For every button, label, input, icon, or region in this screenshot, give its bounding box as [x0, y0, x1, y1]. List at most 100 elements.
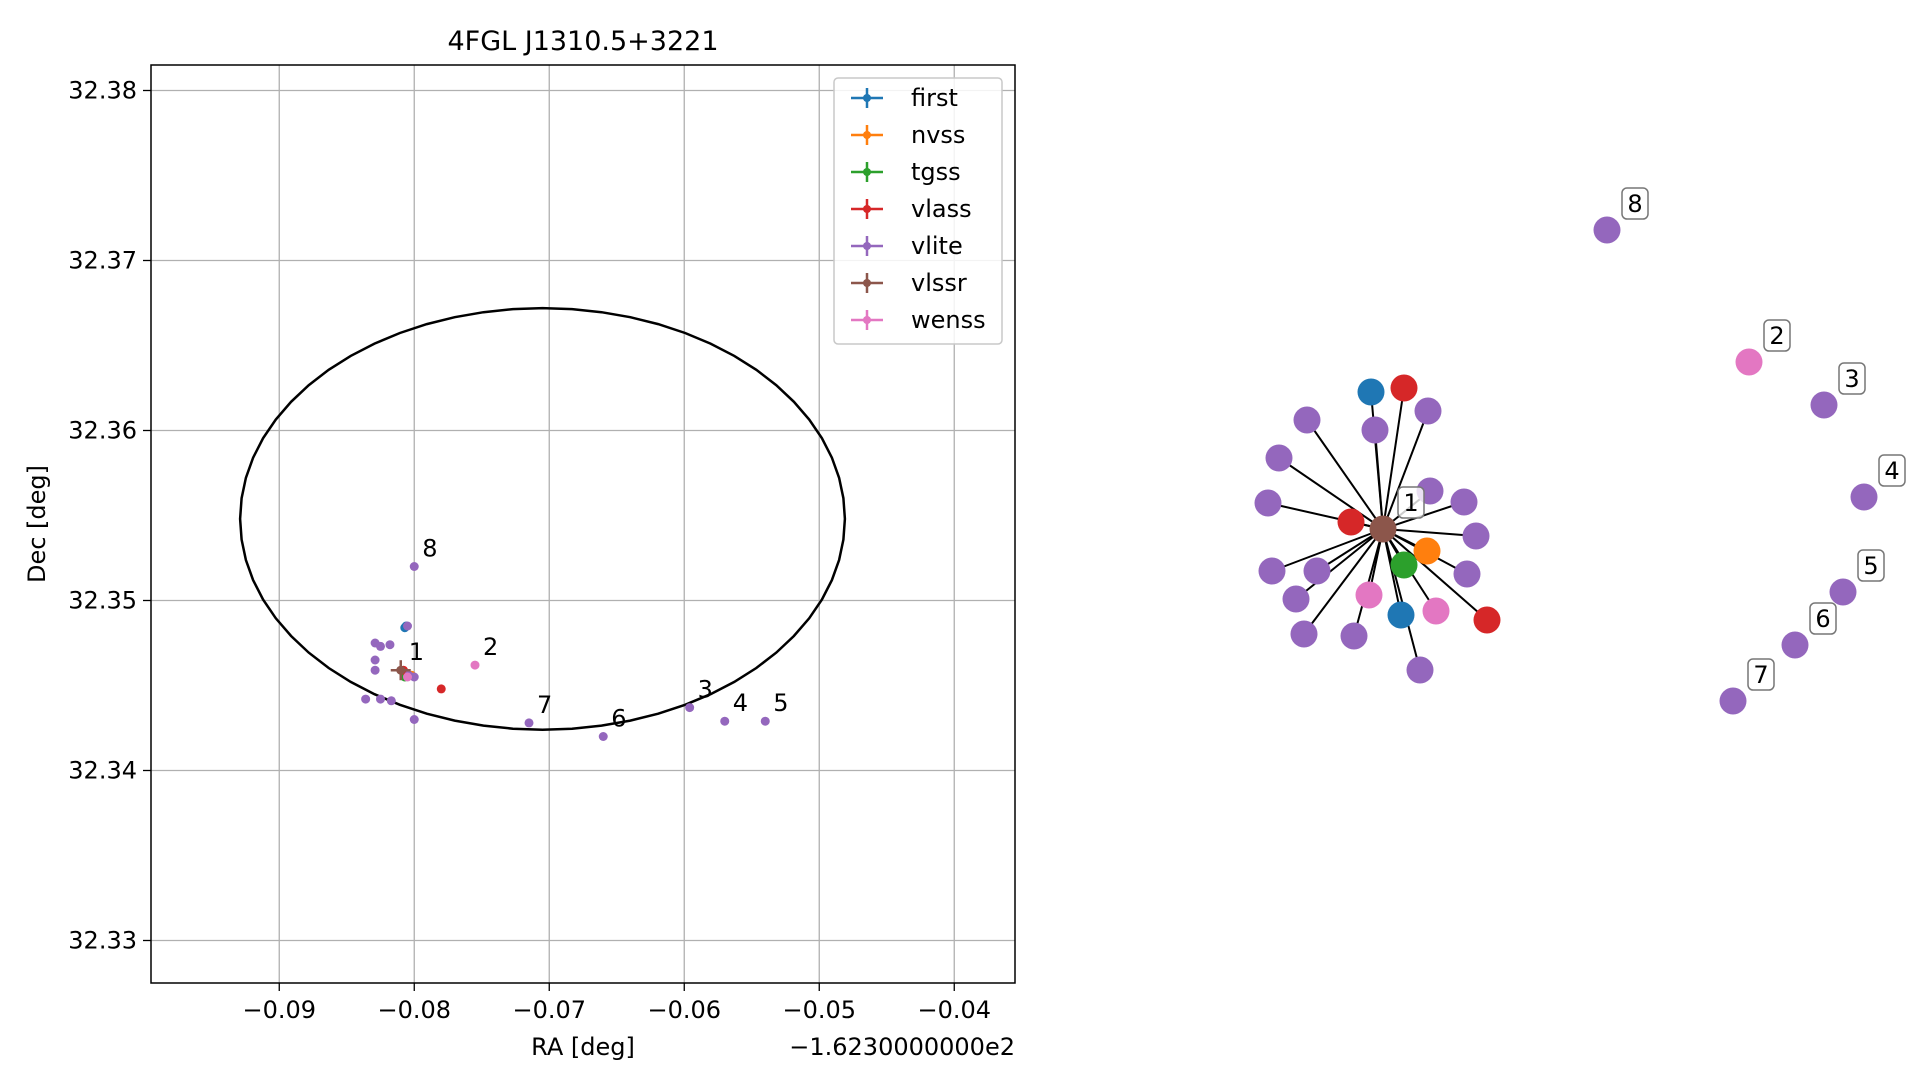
network-graph-panel: 1 2 3 4 5 6 7 8	[1254, 187, 1906, 715]
graph-node-labels: 1 2 3 4 5 6 7 8	[1397, 187, 1906, 691]
x-tick-label: −0.07	[512, 996, 586, 1024]
x-axis-label: RA [deg]	[531, 1033, 635, 1061]
vlite-point	[409, 562, 419, 571]
graph-node-2	[1735, 348, 1763, 376]
graph-node-6	[1781, 631, 1809, 659]
legend-marker-dot	[863, 205, 871, 213]
graph-node-label-box	[1397, 486, 1425, 519]
x-tick-label: −0.06	[647, 996, 721, 1024]
graph-node-label-box	[1857, 549, 1885, 582]
legend-items: first nvss tgss vlass vlite vlssr wenss	[851, 84, 986, 334]
graph-node-label: 2	[1769, 322, 1784, 350]
legend-label: tgss	[911, 158, 961, 186]
vlite-point	[385, 640, 395, 650]
x-tick-label: −0.09	[242, 996, 316, 1024]
legend-label: vlite	[911, 232, 963, 260]
graph-edge	[1303, 528, 1384, 635]
source-annotation: 4	[733, 689, 748, 717]
graph-edge	[1382, 528, 1421, 671]
graph-node-label: 8	[1627, 190, 1642, 218]
graph-node-4	[1850, 483, 1878, 511]
legend-label: first	[911, 84, 958, 112]
graph-node-label-box	[1809, 602, 1837, 635]
vlite-point	[409, 715, 419, 724]
source-annotations: 1 2 3 4 5 6 7 8	[409, 535, 789, 733]
graph-node	[1290, 620, 1318, 648]
x-tick-label: −0.05	[782, 996, 856, 1024]
source-annotation: 1	[409, 638, 424, 666]
graph-node	[1357, 378, 1385, 406]
y-tick-label: 32.33	[68, 927, 137, 955]
y-tick-label: 32.35	[68, 587, 137, 615]
graph-node-1	[1369, 515, 1397, 543]
graph-edge	[1382, 410, 1429, 530]
graph-node	[1414, 397, 1442, 425]
graph-node	[1473, 606, 1501, 634]
graph-node	[1462, 522, 1490, 550]
legend-label: nvss	[911, 121, 965, 149]
source-annotation: 6	[611, 705, 626, 733]
graph-node-label-box	[1763, 319, 1791, 352]
graph-node-label: 3	[1844, 365, 1859, 393]
vlite-point	[376, 641, 385, 651]
graph-node	[1453, 560, 1481, 588]
graph-node-label-box	[1878, 454, 1906, 487]
vlite-point	[376, 694, 385, 704]
plot-frame	[150, 64, 1016, 984]
legend-item-vlite: vlite	[851, 232, 963, 260]
vlite-point	[685, 703, 695, 713]
x-axis-ticks: −0.09 −0.08 −0.07 −0.06 −0.05 −0.04	[242, 983, 991, 1024]
graph-node	[1293, 406, 1321, 434]
vlite-point	[361, 694, 371, 704]
graph-edge	[1382, 528, 1477, 537]
graph-edge	[1295, 528, 1384, 600]
graph-node-label-box	[1838, 362, 1866, 395]
y-tick-label: 32.37	[68, 247, 137, 275]
vlite-point	[403, 621, 412, 631]
graph-node	[1406, 656, 1434, 684]
graph-node-label: 6	[1815, 605, 1830, 633]
graph-edge	[1306, 419, 1384, 530]
graph-node-label: 7	[1753, 661, 1768, 689]
graph-edge	[1382, 528, 1488, 621]
legend-item-vlssr: vlssr	[851, 269, 967, 297]
vlite-point	[524, 718, 534, 728]
graph-node-label-box	[1621, 187, 1649, 220]
y-axis-label: Dec [deg]	[23, 465, 51, 583]
chart-title: 4FGL J1310.5+3221	[447, 26, 718, 57]
legend-item-tgss: tgss	[851, 158, 961, 186]
vlite-point	[370, 665, 380, 675]
data-points	[361, 562, 770, 741]
source-annotation: 7	[537, 691, 552, 719]
graph-node	[1265, 444, 1293, 472]
graph-node	[1303, 557, 1331, 585]
y-axis-ticks: 32.33 32.34 32.35 32.36 32.37 32.38	[68, 77, 151, 955]
graph-node-3	[1810, 391, 1838, 419]
vlite-point	[720, 716, 730, 726]
vlssr-point	[396, 665, 406, 675]
graph-edge	[1278, 457, 1384, 530]
source-annotation: 8	[422, 535, 437, 563]
legend-label: vlssr	[911, 269, 967, 297]
graph-node	[1390, 551, 1418, 579]
graph-node-5	[1829, 578, 1857, 606]
legend-marker-dot	[863, 94, 871, 102]
x-tick-label: −0.04	[917, 996, 991, 1024]
graph-node	[1361, 416, 1389, 444]
vlite-point	[598, 732, 608, 741]
graph-node	[1340, 622, 1368, 650]
legend-label: vlass	[911, 195, 972, 223]
legend-label: wenss	[911, 306, 986, 334]
graph-node	[1282, 585, 1310, 613]
graph-node-7	[1719, 687, 1747, 715]
x-axis-offset-text: −1.6230000000e2	[789, 1033, 1015, 1061]
y-tick-label: 32.38	[68, 77, 137, 105]
legend-marker-dot	[863, 242, 871, 250]
legend-marker-dot	[863, 168, 871, 176]
legend-item-wenss: wenss	[851, 306, 986, 334]
legend-item-first: first	[851, 84, 958, 112]
legend-item-vlass: vlass	[851, 195, 972, 223]
graph-node	[1258, 557, 1286, 585]
graph-node	[1254, 489, 1282, 517]
